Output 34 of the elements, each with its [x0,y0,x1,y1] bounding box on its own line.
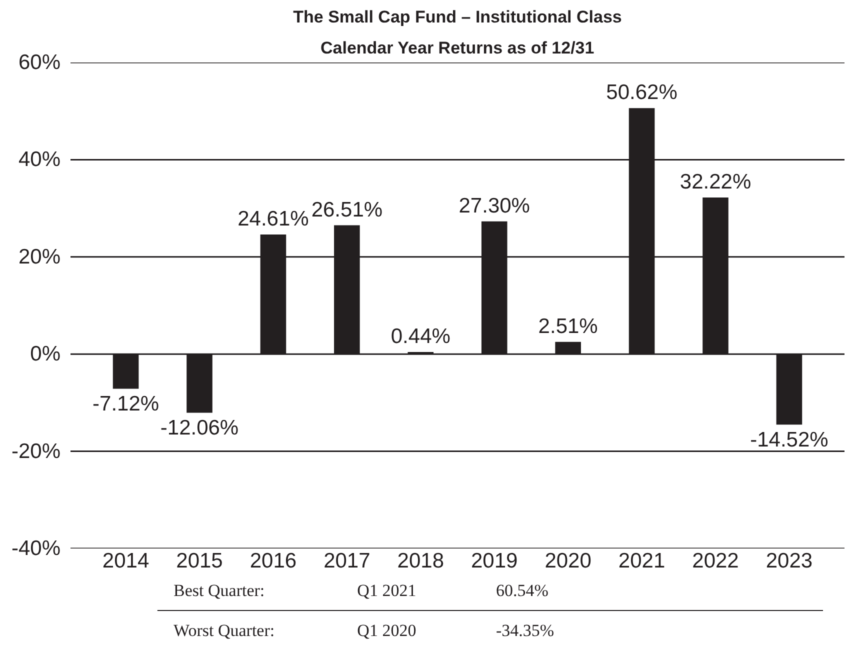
x-tick-label: 2023 [766,550,813,572]
chart-title: The Small Cap Fund – Institutional Class [293,8,622,26]
text: 60.54% [496,581,548,600]
text: Worst Quarter: [174,621,275,640]
data-label: 50.62% [606,81,678,104]
text: -34.35% [496,621,554,640]
text: Best Quarter: [174,581,265,600]
data-label: -14.52% [750,428,828,452]
text: Q1 2021 [357,581,416,600]
data-label: 26.51% [311,198,383,222]
data-label: 0.44% [390,324,450,348]
chart-subtitle: Calendar Year Returns as of 12/31 [320,38,594,58]
data-label: 32.22% [680,170,752,194]
y-tick-label: 20% [18,245,60,268]
data-label: 24.61% [238,207,309,230]
y-tick-label: -40% [11,537,61,560]
x-tick-label: 2018 [397,550,444,572]
data-label: 2.51% [538,314,598,338]
y-tick-label: 0% [30,342,61,366]
data-label: 27.30% [458,194,530,218]
x-tick-label: 2016 [250,550,297,572]
x-tick-label: 2022 [692,550,739,572]
y-tick-label: 60% [18,51,60,74]
x-tick-label: 2017 [324,550,370,572]
x-tick-label: 2019 [471,550,518,572]
text: Q1 2020 [357,621,416,640]
x-tick-label: 2021 [618,550,666,572]
y-tick-label: 40% [18,148,60,172]
data-label: -7.12% [92,392,160,416]
x-tick-label: 2014 [102,550,150,572]
x-tick-label: 2015 [176,550,223,572]
x-tick-label: 2020 [544,550,592,572]
data-label: -12.06% [160,416,239,440]
y-tick-label: -20% [11,440,61,463]
